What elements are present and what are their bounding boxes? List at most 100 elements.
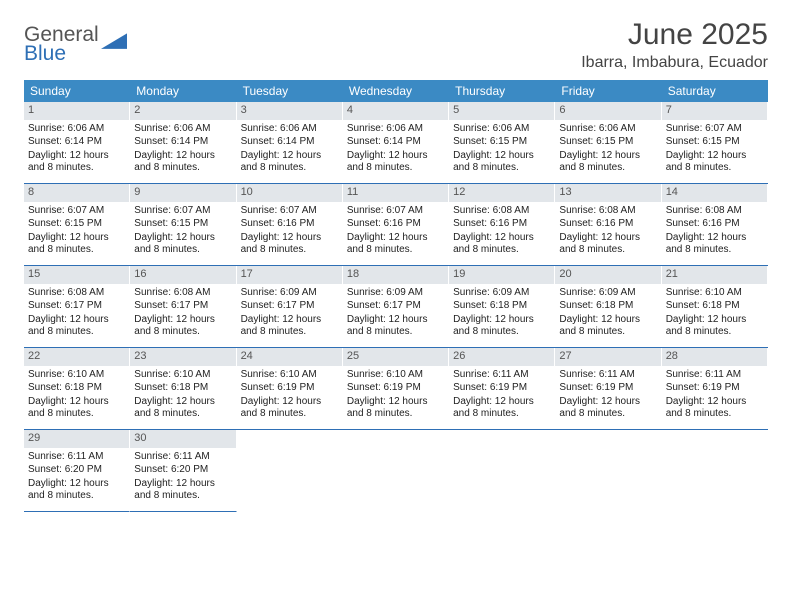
- day-details: Sunrise: 6:07 AMSunset: 6:15 PMDaylight:…: [28, 205, 125, 257]
- day-details: Sunrise: 6:06 AMSunset: 6:14 PMDaylight:…: [134, 123, 231, 175]
- sunset-line: Sunset: 6:15 PM: [28, 218, 125, 231]
- calendar-day-cell: 30Sunrise: 6:11 AMSunset: 6:20 PMDayligh…: [130, 430, 236, 512]
- sunset-line: Sunset: 6:20 PM: [134, 464, 231, 477]
- day-number: 13: [555, 184, 660, 202]
- sunset-line: Sunset: 6:19 PM: [347, 382, 444, 395]
- daylight-line: Daylight: 12 hours and 8 minutes.: [347, 232, 444, 257]
- daylight-line: Daylight: 12 hours and 8 minutes.: [134, 232, 231, 257]
- day-number: 15: [24, 266, 129, 284]
- sunrise-line: Sunrise: 6:11 AM: [666, 369, 763, 382]
- day-details: Sunrise: 6:09 AMSunset: 6:17 PMDaylight:…: [241, 287, 338, 339]
- sunrise-line: Sunrise: 6:08 AM: [28, 287, 125, 300]
- weekday-header-row: SundayMondayTuesdayWednesdayThursdayFrid…: [24, 80, 768, 102]
- day-details: Sunrise: 6:07 AMSunset: 6:16 PMDaylight:…: [347, 205, 444, 257]
- daylight-line: Daylight: 12 hours and 8 minutes.: [559, 396, 656, 421]
- day-details: Sunrise: 6:07 AMSunset: 6:16 PMDaylight:…: [241, 205, 338, 257]
- sunrise-line: Sunrise: 6:10 AM: [666, 287, 763, 300]
- daylight-line: Daylight: 12 hours and 8 minutes.: [347, 150, 444, 175]
- calendar-day-cell: 29Sunrise: 6:11 AMSunset: 6:20 PMDayligh…: [24, 430, 130, 512]
- day-details: Sunrise: 6:08 AMSunset: 6:16 PMDaylight:…: [666, 205, 763, 257]
- calendar-week-row: 1 Sunrise: 6:06 AMSunset: 6:14 PMDaylight…: [24, 102, 768, 184]
- day-details: Sunrise: 6:10 AMSunset: 6:18 PMDaylight:…: [28, 369, 125, 421]
- day-number: 30: [130, 430, 235, 448]
- sunrise-line: Sunrise: 6:09 AM: [347, 287, 444, 300]
- location-text: Ibarra, Imbabura, Ecuador: [581, 54, 768, 72]
- day-number: 27: [555, 348, 660, 366]
- sunrise-line: Sunrise: 6:08 AM: [666, 205, 763, 218]
- sunset-line: Sunset: 6:16 PM: [347, 218, 444, 231]
- calendar-day-cell: 23 Sunrise: 6:10 AMSunset: 6:18 PMDayligh…: [130, 348, 236, 429]
- title-block: June 2025 Ibarra, Imbabura, Ecuador: [581, 18, 768, 72]
- calendar-day-cell: 20Sunrise: 6:09 AMSunset: 6:18 PMDayligh…: [555, 266, 661, 347]
- day-number: 25: [343, 348, 448, 366]
- sunrise-line: Sunrise: 6:06 AM: [28, 123, 125, 136]
- sunrise-line: Sunrise: 6:06 AM: [559, 123, 656, 136]
- sunset-line: Sunset: 6:16 PM: [666, 218, 763, 231]
- calendar-day-cell: 8 Sunrise: 6:07 AMSunset: 6:15 PMDaylight…: [24, 184, 130, 265]
- calendar-day-cell: 22Sunrise: 6:10 AMSunset: 6:18 PMDayligh…: [24, 348, 130, 429]
- day-number: 28: [662, 348, 767, 366]
- sunset-line: Sunset: 6:16 PM: [453, 218, 550, 231]
- day-number: 8: [24, 184, 129, 202]
- calendar-day-cell: 10Sunrise: 6:07 AMSunset: 6:16 PMDayligh…: [237, 184, 343, 265]
- day-details: Sunrise: 6:06 AMSunset: 6:15 PMDaylight:…: [559, 123, 656, 175]
- daylight-line: Daylight: 12 hours and 8 minutes.: [666, 150, 763, 175]
- daylight-line: Daylight: 12 hours and 8 minutes.: [453, 314, 550, 339]
- daylight-line: Daylight: 12 hours and 8 minutes.: [134, 478, 231, 503]
- day-details: Sunrise: 6:07 AMSunset: 6:15 PMDaylight:…: [134, 205, 231, 257]
- day-details: Sunrise: 6:11 AMSunset: 6:19 PMDaylight:…: [559, 369, 656, 421]
- day-details: Sunrise: 6:10 AMSunset: 6:18 PMDaylight:…: [134, 369, 231, 421]
- sunrise-line: Sunrise: 6:09 AM: [241, 287, 338, 300]
- daylight-line: Daylight: 12 hours and 8 minutes.: [666, 232, 763, 257]
- daylight-line: Daylight: 12 hours and 8 minutes.: [347, 396, 444, 421]
- day-details: Sunrise: 6:06 AMSunset: 6:14 PMDaylight:…: [347, 123, 444, 175]
- day-details: Sunrise: 6:09 AMSunset: 6:17 PMDaylight:…: [347, 287, 444, 339]
- sunset-line: Sunset: 6:20 PM: [28, 464, 125, 477]
- weekday-header: Saturday: [662, 80, 768, 102]
- day-number: 20: [555, 266, 660, 284]
- calendar-day-cell: 26Sunrise: 6:11 AMSunset: 6:19 PMDayligh…: [449, 348, 555, 429]
- day-details: Sunrise: 6:06 AMSunset: 6:14 PMDaylight:…: [241, 123, 338, 175]
- sunset-line: Sunset: 6:17 PM: [241, 300, 338, 313]
- day-number: 12: [449, 184, 554, 202]
- daylight-line: Daylight: 12 hours and 8 minutes.: [28, 314, 125, 339]
- day-number: 23: [130, 348, 235, 366]
- sunrise-line: Sunrise: 6:06 AM: [347, 123, 444, 136]
- calendar-day-cell: 19Sunrise: 6:09 AMSunset: 6:18 PMDayligh…: [449, 266, 555, 347]
- daylight-line: Daylight: 12 hours and 8 minutes.: [241, 150, 338, 175]
- daylight-line: Daylight: 12 hours and 8 minutes.: [134, 396, 231, 421]
- day-number: 18: [343, 266, 448, 284]
- day-number: 26: [449, 348, 554, 366]
- daylight-line: Daylight: 12 hours and 8 minutes.: [28, 396, 125, 421]
- calendar-day-cell: 12Sunrise: 6:08 AMSunset: 6:16 PMDayligh…: [449, 184, 555, 265]
- calendar-body: 1 Sunrise: 6:06 AMSunset: 6:14 PMDaylight…: [24, 102, 768, 512]
- day-number: 1: [24, 102, 129, 120]
- sunset-line: Sunset: 6:18 PM: [453, 300, 550, 313]
- day-details: Sunrise: 6:08 AMSunset: 6:16 PMDaylight:…: [559, 205, 656, 257]
- logo-word-2: Blue: [24, 43, 99, 64]
- weekday-header: Friday: [555, 80, 661, 102]
- logo-text: General Blue: [24, 24, 99, 64]
- sunrise-line: Sunrise: 6:06 AM: [453, 123, 550, 136]
- sunrise-line: Sunrise: 6:08 AM: [453, 205, 550, 218]
- day-number: 16: [130, 266, 235, 284]
- daylight-line: Daylight: 12 hours and 8 minutes.: [28, 232, 125, 257]
- daylight-line: Daylight: 12 hours and 8 minutes.: [453, 150, 550, 175]
- calendar-day-cell: 9 Sunrise: 6:07 AMSunset: 6:15 PMDaylight…: [130, 184, 236, 265]
- calendar-day-cell: 21Sunrise: 6:10 AMSunset: 6:18 PMDayligh…: [662, 266, 768, 347]
- day-number: 4: [343, 102, 448, 120]
- daylight-line: Daylight: 12 hours and 8 minutes.: [241, 232, 338, 257]
- sunrise-line: Sunrise: 6:11 AM: [559, 369, 656, 382]
- sunset-line: Sunset: 6:18 PM: [134, 382, 231, 395]
- sunset-line: Sunset: 6:17 PM: [134, 300, 231, 313]
- day-details: Sunrise: 6:08 AMSunset: 6:17 PMDaylight:…: [134, 287, 231, 339]
- sunrise-line: Sunrise: 6:07 AM: [134, 205, 231, 218]
- calendar-day-cell: 13 Sunrise: 6:08 AMSunset: 6:16 PMDayligh…: [555, 184, 661, 265]
- calendar-day-cell: 24Sunrise: 6:10 AMSunset: 6:19 PMDayligh…: [237, 348, 343, 429]
- calendar-day-cell: 2Sunrise: 6:06 AMSunset: 6:14 PMDaylight…: [130, 102, 236, 183]
- calendar-day-cell: 14Sunrise: 6:08 AMSunset: 6:16 PMDayligh…: [662, 184, 768, 265]
- sunset-line: Sunset: 6:16 PM: [559, 218, 656, 231]
- day-number: 9: [130, 184, 235, 202]
- day-number: 5: [449, 102, 554, 120]
- sunrise-line: Sunrise: 6:06 AM: [134, 123, 231, 136]
